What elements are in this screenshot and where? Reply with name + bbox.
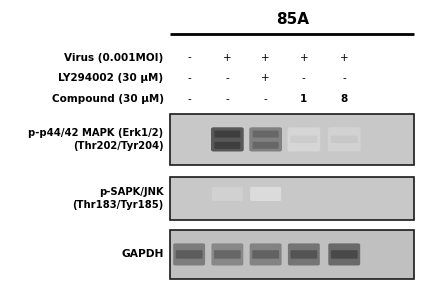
Text: 8: 8 <box>340 94 348 104</box>
FancyBboxPatch shape <box>212 243 243 266</box>
FancyBboxPatch shape <box>176 250 202 259</box>
Text: +: + <box>261 53 270 63</box>
FancyBboxPatch shape <box>331 136 358 143</box>
Text: -: - <box>187 53 191 63</box>
Bar <box>170 177 414 220</box>
FancyBboxPatch shape <box>249 127 282 152</box>
Text: Compound (30 μM): Compound (30 μM) <box>51 94 164 104</box>
FancyBboxPatch shape <box>291 250 317 259</box>
Text: Virus (0.001MOI): Virus (0.001MOI) <box>64 53 164 63</box>
Text: -: - <box>264 94 267 104</box>
FancyBboxPatch shape <box>212 187 243 201</box>
Text: +: + <box>223 53 232 63</box>
FancyBboxPatch shape <box>288 243 320 266</box>
FancyBboxPatch shape <box>252 131 278 137</box>
FancyBboxPatch shape <box>252 250 279 259</box>
Text: -: - <box>187 94 191 104</box>
Text: +: + <box>261 73 270 83</box>
FancyBboxPatch shape <box>173 243 205 266</box>
Text: 85A: 85A <box>276 12 309 27</box>
FancyBboxPatch shape <box>211 127 244 152</box>
Text: p-p44/42 MAPK (Erk1/2)
(Thr202/Tyr204): p-p44/42 MAPK (Erk1/2) (Thr202/Tyr204) <box>28 128 164 151</box>
Text: GAPDH: GAPDH <box>121 250 164 259</box>
Text: +: + <box>340 53 348 63</box>
FancyBboxPatch shape <box>215 142 241 149</box>
Text: -: - <box>343 73 346 83</box>
Text: -: - <box>302 73 306 83</box>
Text: p-SAPK/JNK
(Thr183/Tyr185): p-SAPK/JNK (Thr183/Tyr185) <box>72 187 164 210</box>
FancyBboxPatch shape <box>214 250 241 259</box>
FancyBboxPatch shape <box>291 136 317 143</box>
FancyBboxPatch shape <box>249 243 281 266</box>
FancyBboxPatch shape <box>329 243 360 266</box>
Text: -: - <box>226 73 229 83</box>
Text: -: - <box>187 73 191 83</box>
FancyBboxPatch shape <box>215 131 241 137</box>
Bar <box>170 114 414 165</box>
FancyBboxPatch shape <box>331 250 358 259</box>
FancyBboxPatch shape <box>287 127 320 152</box>
Text: -: - <box>226 94 229 104</box>
Bar <box>170 230 414 279</box>
Text: +: + <box>300 53 308 63</box>
Text: LY294002 (30 μM): LY294002 (30 μM) <box>59 73 164 83</box>
FancyBboxPatch shape <box>252 142 278 149</box>
FancyBboxPatch shape <box>250 187 281 201</box>
Text: 1: 1 <box>300 94 308 104</box>
FancyBboxPatch shape <box>328 127 360 152</box>
